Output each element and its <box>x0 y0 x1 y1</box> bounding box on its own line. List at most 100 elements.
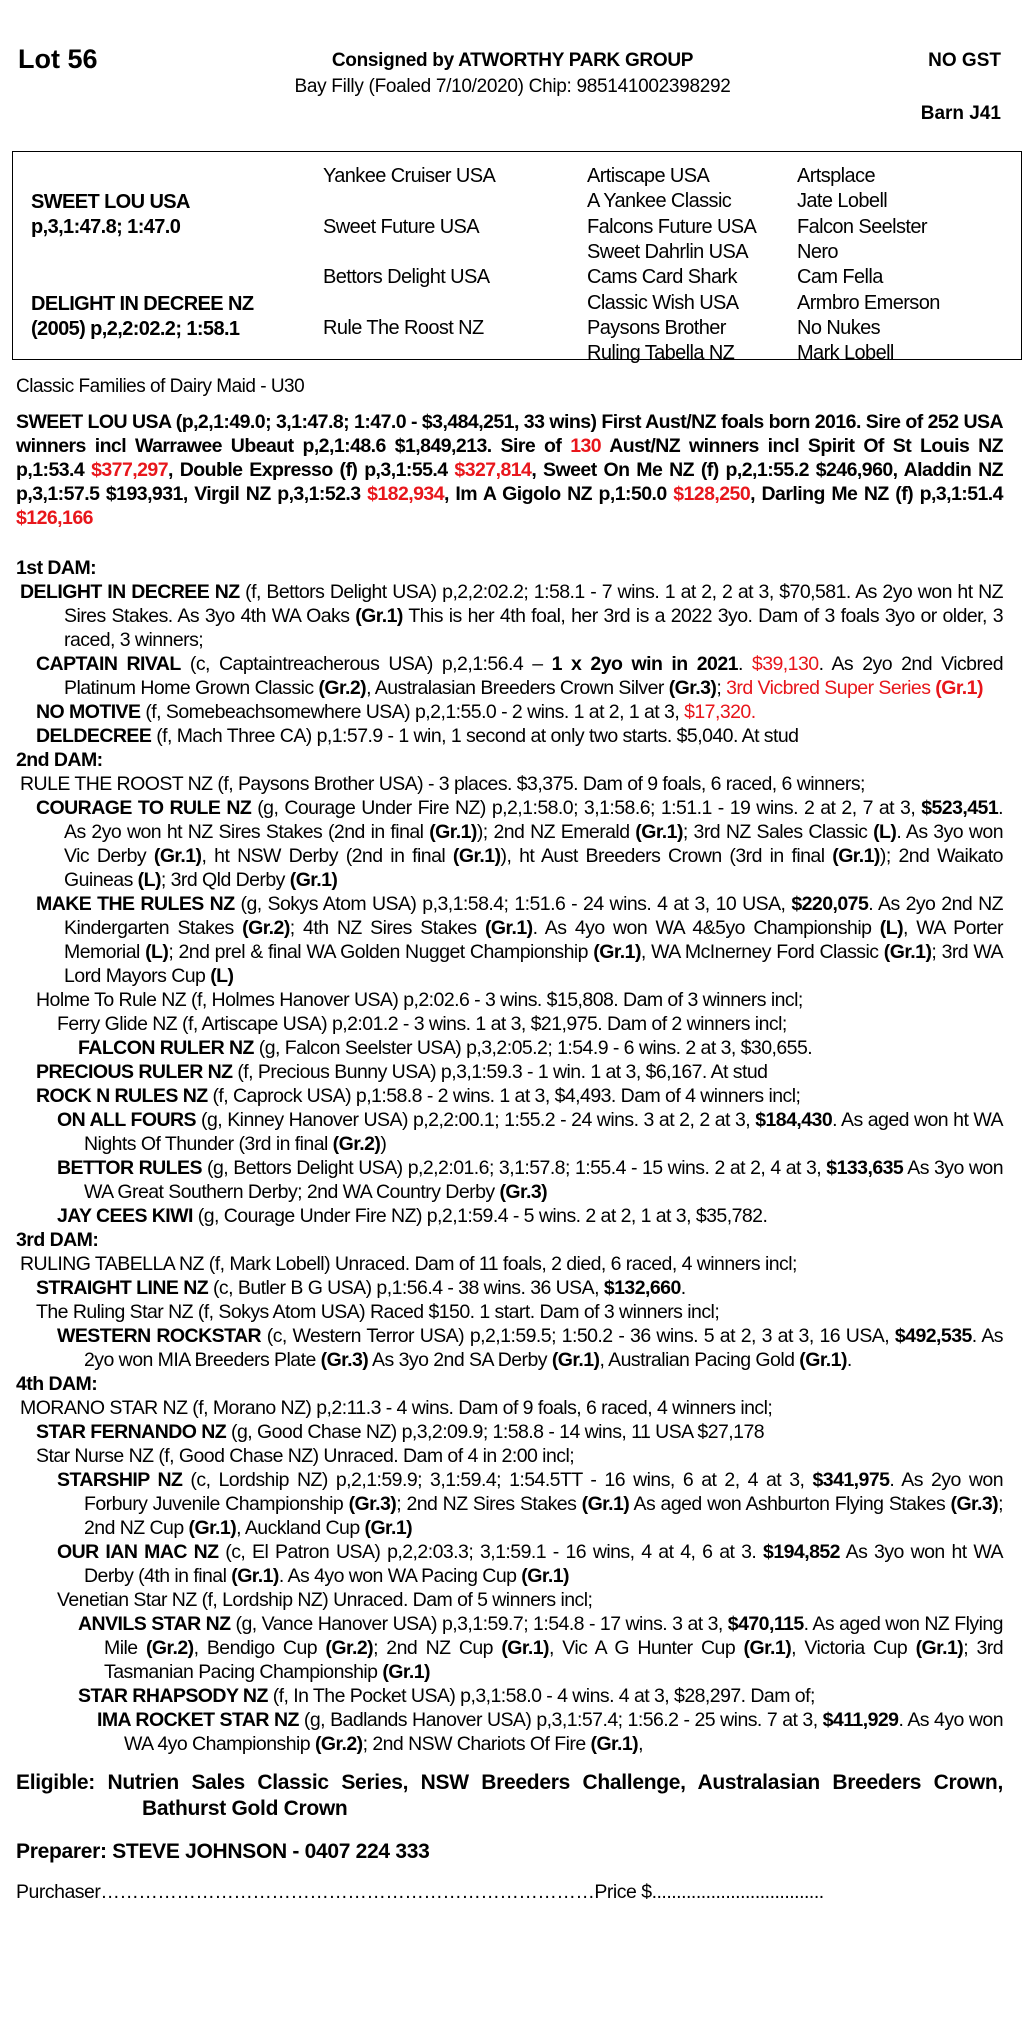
text-segment: , Victoria Cup <box>791 1637 916 1659</box>
text-segment: . As 2yo 2nd NZ Kindergarten Stakes <box>64 893 1004 939</box>
bold-segment: (Gr.1) <box>484 917 533 939</box>
family-entry: NO MOTIVE (f, Somebeachsomewhere USA) p,… <box>16 700 1003 724</box>
text-segment: (f, Caprock USA) p,1:58.8 - 2 wins. 1 at… <box>207 1085 801 1107</box>
family-entry: Holme To Rule NZ (f, Holmes Hanover USA)… <box>16 988 1003 1012</box>
great-grandparent: Sweet Dahrlin USA <box>587 240 749 263</box>
text-segment: (g, Falcon Seelster USA) p,3,2:05.2; 1:5… <box>253 1037 813 1059</box>
text-segment: , ht NSW Derby (2nd in final <box>201 845 453 867</box>
highlight-segment: 3rd Vicbred Super Series <box>726 677 936 699</box>
highlight-segment: $128,250 <box>673 483 751 505</box>
bold-segment: (Gr.1) <box>832 845 880 867</box>
family-entry: JAY CEES KIWI (g, Courage Under Fire NZ)… <box>16 1204 1003 1228</box>
family-entry: Ferry Glide NZ (f, Artiscape USA) p,2:01… <box>16 1012 1003 1036</box>
bold-segment: STAR RHAPSODY NZ <box>78 1685 268 1707</box>
text-segment: This is her 4th foal, her 3rd is a 2022 … <box>64 605 1004 651</box>
bold-segment: (Gr.1) <box>382 1661 430 1683</box>
highlight-segment: $182,934 <box>367 483 445 505</box>
bold-segment: (Gr.2) <box>145 1637 194 1659</box>
text-segment: (g, Badlands Hanover USA) p,3,1:57.4; 1:… <box>298 1709 823 1731</box>
great-great-grandparent: Falcon Seelster <box>797 215 928 238</box>
bold-segment: IMA ROCKET STAR NZ <box>97 1709 299 1731</box>
dam-heading: 2nd DAM: <box>16 749 103 771</box>
bold-segment: 1 x 2yo win in 2021 <box>551 653 739 675</box>
bold-segment: COURAGE TO RULE NZ <box>36 797 252 819</box>
bold-segment: $411,929 <box>822 1709 899 1731</box>
text-segment: (f, Bettors Delight USA) p,2,2:02.2; 1:5… <box>64 581 1004 627</box>
text-segment: ; 2nd NZ Cup <box>373 1637 502 1659</box>
dam-lines: 1st DAM: DELIGHT IN DECREE NZ (f, Bettors… <box>16 556 1004 1756</box>
highlight-segment: (Gr.1) <box>935 677 983 699</box>
bold-segment: $523,451 <box>921 797 999 819</box>
text-segment: ; 2nd prel & final WA Golden Nugget Cham… <box>168 941 594 963</box>
text-segment: . As 2yo won MIA Breeders Plate <box>84 1325 1004 1371</box>
bold-segment: (Gr.1) <box>231 1565 279 1587</box>
sire-record: p,3,1:47.8; 1:47.0 <box>31 216 181 238</box>
great-grandparent: Classic Wish USA <box>587 291 739 314</box>
great-great-grandparent: Artsplace <box>797 165 876 187</box>
family-entry: Venetian Star NZ (f, Lordship NZ) Unrace… <box>16 1588 1003 1612</box>
family-entry: STAR RHAPSODY NZ (f, In The Pocket USA) … <box>16 1684 1003 1708</box>
text-segment: ; 3rd WA Lord Mayors Cup <box>64 941 1004 987</box>
great-grandparent: Cams Card Shark <box>587 266 738 289</box>
text-segment: . As 2yo 2nd Vicbred Platinum Home Grown… <box>64 653 1004 699</box>
family-entry: Star Nurse NZ (f, Good Chase NZ) Unraced… <box>16 1444 1003 1468</box>
bold-segment: $133,635 <box>826 1157 904 1179</box>
text-segment: , Australian Pacing Gold <box>599 1349 800 1371</box>
pedigree-table: SWEET LOU USA p,3,1:47.8; 1:47.0 DELIGHT… <box>12 151 1022 364</box>
bold-segment: Aust/NZ winners incl Spirit Of St Louis … <box>16 435 1004 481</box>
bold-segment: , Darling Me NZ (f) p,3,1:51.4 <box>750 483 1003 505</box>
bold-segment: ROCK N RULES NZ <box>36 1085 208 1107</box>
bold-segment: (L) <box>873 821 897 843</box>
bold-segment: (Gr.1) <box>581 1493 630 1515</box>
text-segment: ; 3rd Tasmanian Pacing Championship <box>104 1637 1004 1683</box>
bold-segment: MAKE THE RULES NZ <box>36 893 235 915</box>
bold-segment: STARSHIP NZ <box>57 1469 183 1491</box>
bold-segment: (Gr.1) <box>429 821 477 843</box>
family-entry: OUR IAN MAC NZ (c, El Patron USA) p,2,2:… <box>16 1540 1004 1588</box>
dam-name: DELIGHT IN DECREE NZ <box>31 293 254 315</box>
bold-segment: , Im A Gigolo NZ p,1:50.0 <box>444 483 674 505</box>
family-line: Classic Families of Dairy Maid - U30 <box>16 376 305 397</box>
bold-segment: (L) <box>145 941 169 963</box>
text-segment: (c, Captaintreacherous USA) p,2,1:56.4 – <box>180 653 552 675</box>
bold-segment: (Gr.2) <box>332 1133 381 1155</box>
bold-segment: (Gr.2) <box>314 1733 363 1755</box>
bold-segment: (Gr.3) <box>348 1493 397 1515</box>
bold-segment: $132,660 <box>603 1277 681 1299</box>
great-great-grandparent: Mark Lobell <box>797 342 894 365</box>
text-segment: (g, Vance Hanover USA) p,3,1:59.7; 1:54.… <box>230 1613 728 1635</box>
text-segment: (c, Western Terror USA) p,2,1:59.5; 1:50… <box>261 1325 895 1347</box>
highlight-segment: $17,320. <box>684 701 756 723</box>
text-segment: (c, Butler B G USA) p,1:56.4 - 38 wins. … <box>208 1277 604 1299</box>
bold-segment: , Sweet On Me NZ (f) p,2,1:55.2 $246,960… <box>16 459 1004 505</box>
text-segment: , <box>638 1733 644 1755</box>
sire-summary: SWEET LOU USA (p,2,1:49.0; 3,1:47.8; 1:4… <box>16 410 1004 530</box>
text-segment: . <box>680 1277 686 1299</box>
bold-segment: ANVILS STAR NZ <box>78 1613 231 1635</box>
bold-segment: (Gr.1) <box>364 1517 413 1539</box>
text-segment: (f, Somebeachsomewhere USA) p,2,1:55.0 -… <box>140 701 685 723</box>
dam-record: (2005) p,2,2:02.2; 1:58.1 <box>31 318 240 340</box>
text-segment: . As 2yo won ht NZ Sires Stakes (2nd in … <box>64 797 1004 843</box>
bold-segment: (Gr.3) <box>320 1349 369 1371</box>
bold-segment: (Gr.3) <box>950 1493 999 1515</box>
text-segment: (g, Courage Under Fire NZ) p,2,1:59.4 - … <box>192 1205 768 1227</box>
text-segment: (g, Courage Under Fire NZ) p,2,1:58.0; 3… <box>251 797 922 819</box>
text-segment: (c, El Patron USA) p,2,2:03.3; 3,1:59.1 … <box>218 1541 764 1563</box>
bold-segment: $470,115 <box>727 1613 804 1635</box>
text-segment: MORANO STAR NZ (f, Morano NZ) p,2:11.3 -… <box>20 1397 773 1419</box>
bold-segment: (Gr.1) <box>799 1349 847 1371</box>
grandparent: Sweet Future USA <box>323 215 480 238</box>
text-segment: ; 2nd NZ Cup <box>84 1493 1004 1539</box>
bold-segment: JAY CEES KIWI <box>57 1205 193 1227</box>
text-segment: (g, Bettors Delight USA) p,2,2:01.6; 3,1… <box>201 1157 827 1179</box>
bold-segment: WESTERN ROCKSTAR <box>57 1325 262 1347</box>
text-segment: , Auckland Cup <box>236 1517 365 1539</box>
great-great-grandparent: No Nukes <box>797 316 881 339</box>
text-segment: . As 4yo won WA Pacing Cup <box>278 1565 522 1587</box>
bold-segment: $194,852 <box>763 1541 840 1563</box>
eligibility: Eligible: Nutrien Sales Classic Series, … <box>16 1771 1003 1820</box>
text-segment: As 3yo won WA Great Southern Derby; 2nd … <box>84 1157 1004 1203</box>
bold-segment: SWEET LOU USA (p,2,1:49.0; 3,1:47.8; 1:4… <box>16 411 1004 457</box>
family-entry: ON ALL FOURS (g, Kinney Hanover USA) p,2… <box>16 1108 1004 1156</box>
